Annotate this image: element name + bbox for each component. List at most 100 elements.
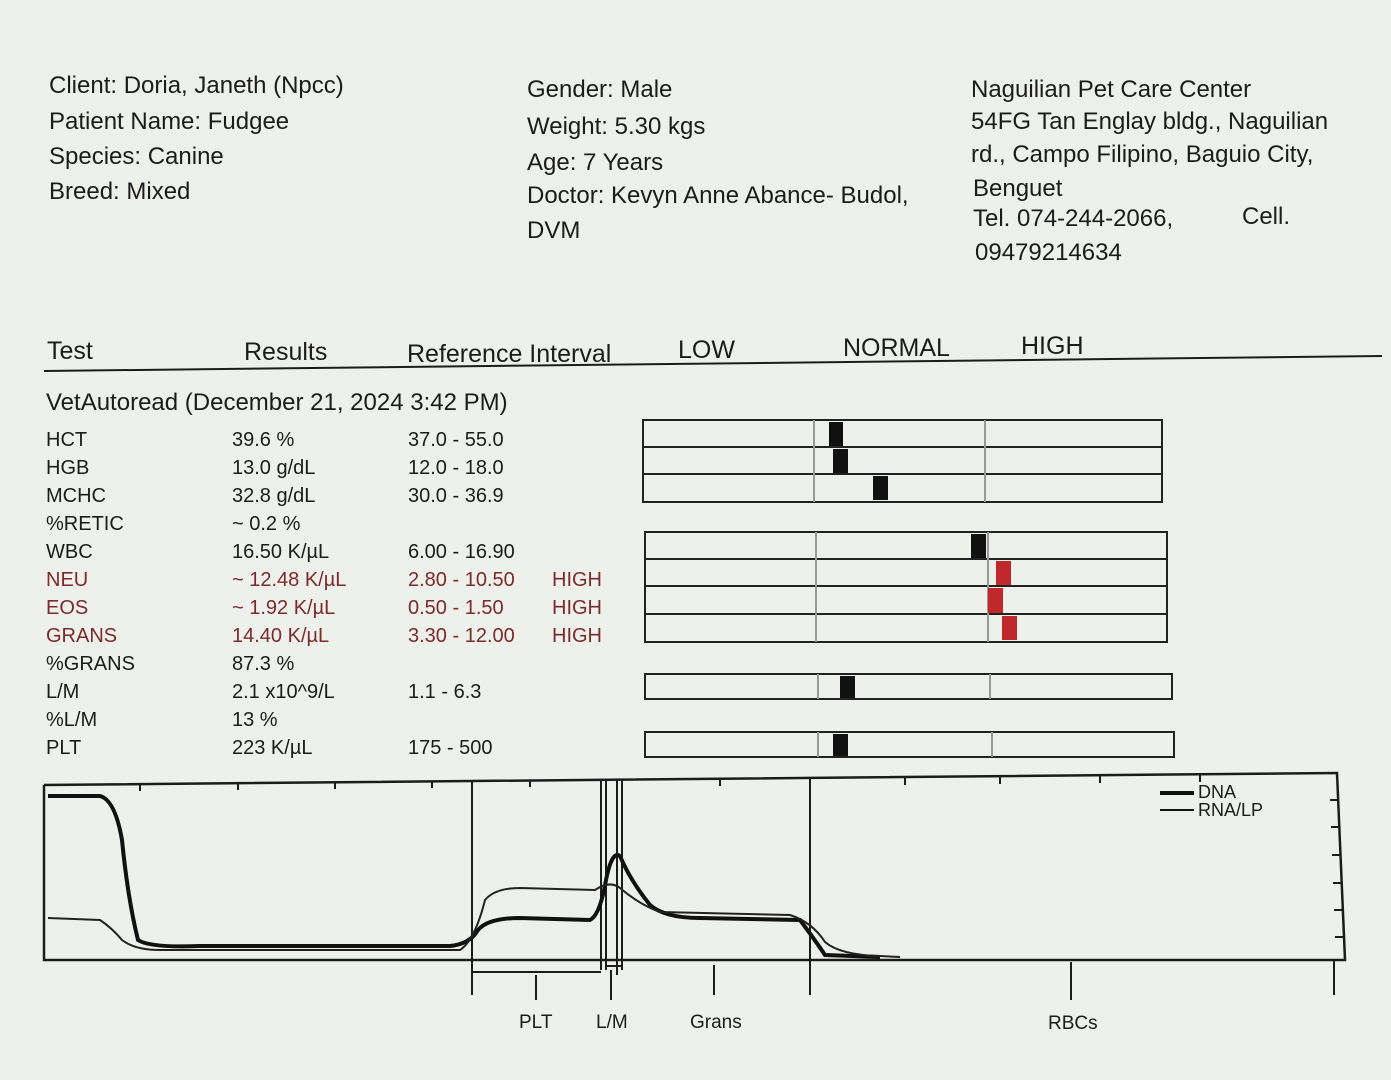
test-name: GRANS — [46, 625, 118, 647]
table-row: GRANS 14.40 K/µL 3.30 - 12.00 HIGH — [0, 622, 1391, 650]
test-reference: 37.0 - 55.0 — [408, 429, 504, 451]
table-row: MCHC 32.8 g/dL 30.0 - 36.9 — [0, 482, 1391, 510]
test-result: ~ 1.92 K/µL — [232, 597, 336, 619]
eos-marker — [988, 588, 1003, 613]
age: Age: 7 Years — [527, 149, 664, 176]
breed: Breed: Mixed — [49, 178, 191, 205]
zone-label-rbcs: RBCs — [1048, 1013, 1098, 1034]
col-low: LOW — [678, 336, 735, 364]
test-name: %RETIC — [46, 513, 124, 535]
table-row: L/M 2.1 x10^9/L 1.1 - 6.3 — [0, 678, 1391, 706]
test-name: PLT — [46, 737, 82, 759]
lm-marker — [840, 676, 855, 698]
wbc-marker — [971, 534, 986, 558]
clinic-address-line3: Benguet — [973, 175, 1063, 202]
run-title: VetAutoread (December 21, 2024 3:42 PM) — [46, 389, 508, 416]
test-reference: 1.1 - 6.3 — [408, 681, 482, 703]
test-name: HCT — [46, 429, 88, 451]
client-name: Client: Doria, Janeth (Npcc) — [49, 72, 344, 99]
test-result: 39.6 % — [232, 429, 295, 451]
patient-name: Patient Name: Fudgee — [49, 108, 290, 135]
test-flag: HIGH — [552, 597, 602, 619]
rna-lp-curve — [47, 883, 901, 958]
test-name: %L/M — [46, 709, 98, 731]
species: Species: Canine — [49, 143, 224, 170]
histogram-side-ticks — [1330, 799, 1343, 938]
col-test: Test — [47, 337, 93, 365]
doctor-suffix: DVM — [527, 217, 581, 244]
table-row: %RETIC ~ 0.2 % — [0, 510, 1391, 538]
clinic-cell: 09479214634 — [975, 239, 1122, 266]
mchc-marker — [873, 476, 888, 500]
table-row: PLT 223 K/µL 175 - 500 — [0, 734, 1391, 762]
weight: Weight: 5.30 kgs — [527, 113, 706, 140]
col-reference: Reference Interval — [407, 340, 612, 368]
clinic-address-line1: 54FG Tan Englay bldg., Naguilian — [971, 108, 1329, 135]
plt-marker — [833, 734, 848, 756]
zone-dividers — [471, 778, 1335, 1000]
hgb-marker — [833, 449, 848, 473]
range-group-rbc — [642, 419, 1163, 503]
test-name: NEU — [46, 569, 89, 591]
neu-marker — [996, 561, 1011, 585]
range-group-wbc — [644, 531, 1168, 643]
range-group-frame — [644, 673, 1173, 700]
table-row: EOS ~ 1.92 K/µL 0.50 - 1.50 HIGH — [0, 594, 1391, 622]
test-result: 32.8 g/dL — [232, 485, 316, 507]
table-row: NEU ~ 12.48 K/µL 2.80 - 10.50 HIGH — [0, 566, 1391, 594]
test-name: WBC — [46, 541, 93, 563]
zone-label-grans: Grans — [690, 1012, 742, 1033]
test-name: EOS — [46, 597, 89, 619]
test-result: 223 K/µL — [232, 737, 313, 759]
clinic-cell-label: Cell. — [1242, 203, 1291, 230]
test-reference: 2.80 - 10.50 — [408, 569, 515, 591]
range-group-frame — [644, 731, 1175, 758]
histogram — [42, 771, 1347, 1000]
test-result: ~ 0.2 % — [232, 513, 301, 535]
grans-marker — [1002, 616, 1017, 640]
zone-label-plt: PLT — [519, 1012, 553, 1033]
test-result: ~ 12.48 K/µL — [232, 569, 347, 591]
col-results: Results — [244, 338, 328, 366]
range-group-frame — [642, 419, 1163, 503]
clinic-tel: Tel. 074-244-2066, — [973, 205, 1174, 232]
test-flag: HIGH — [552, 625, 602, 647]
test-name: %GRANS — [46, 653, 135, 675]
test-reference: 12.0 - 18.0 — [408, 457, 504, 479]
col-normal: NORMAL — [843, 334, 950, 362]
legend-rna-label: RNA/LP — [1198, 800, 1264, 820]
clinic-name: Naguilian Pet Care Center — [971, 76, 1252, 103]
test-reference: 175 - 500 — [408, 737, 493, 759]
test-result: 16.50 K/µL — [232, 541, 330, 563]
clinic-address-line2: rd., Campo Filipino, Baguio City, — [971, 141, 1314, 168]
test-reference: 6.00 - 16.90 — [408, 541, 515, 563]
test-result: 13.0 g/dL — [232, 457, 316, 479]
range-group-plt — [644, 731, 1175, 758]
test-name: L/M — [46, 681, 80, 703]
test-result: 2.1 x10^9/L — [232, 681, 335, 703]
test-result: 13 % — [232, 709, 278, 731]
histogram-frame — [42, 771, 1347, 962]
test-reference: 0.50 - 1.50 — [408, 597, 504, 619]
test-flag: HIGH — [552, 569, 602, 591]
legend-dna-label: DNA — [1198, 782, 1237, 802]
table-row: WBC 16.50 K/µL 6.00 - 16.90 — [0, 538, 1391, 566]
table-row: %L/M 13 % — [0, 706, 1391, 734]
hct-marker — [829, 422, 843, 446]
table-row: %GRANS 87.3 % — [0, 650, 1391, 678]
col-high: HIGH — [1021, 332, 1084, 360]
table-row: HGB 13.0 g/dL 12.0 - 18.0 — [0, 454, 1391, 482]
range-group-lm — [644, 673, 1173, 700]
zone-label-lm: L/M — [596, 1012, 628, 1033]
gender: Gender: Male — [527, 76, 673, 103]
test-name: MCHC — [46, 485, 106, 507]
histogram-top-ticks — [139, 775, 1201, 791]
dna-curve — [48, 794, 881, 959]
test-result: 14.40 K/µL — [232, 625, 330, 647]
test-name: HGB — [46, 457, 90, 479]
header-rule — [43, 355, 1383, 372]
test-reference: 3.30 - 12.00 — [408, 625, 515, 647]
test-result: 87.3 % — [232, 653, 295, 675]
test-reference: 30.0 - 36.9 — [408, 485, 504, 507]
